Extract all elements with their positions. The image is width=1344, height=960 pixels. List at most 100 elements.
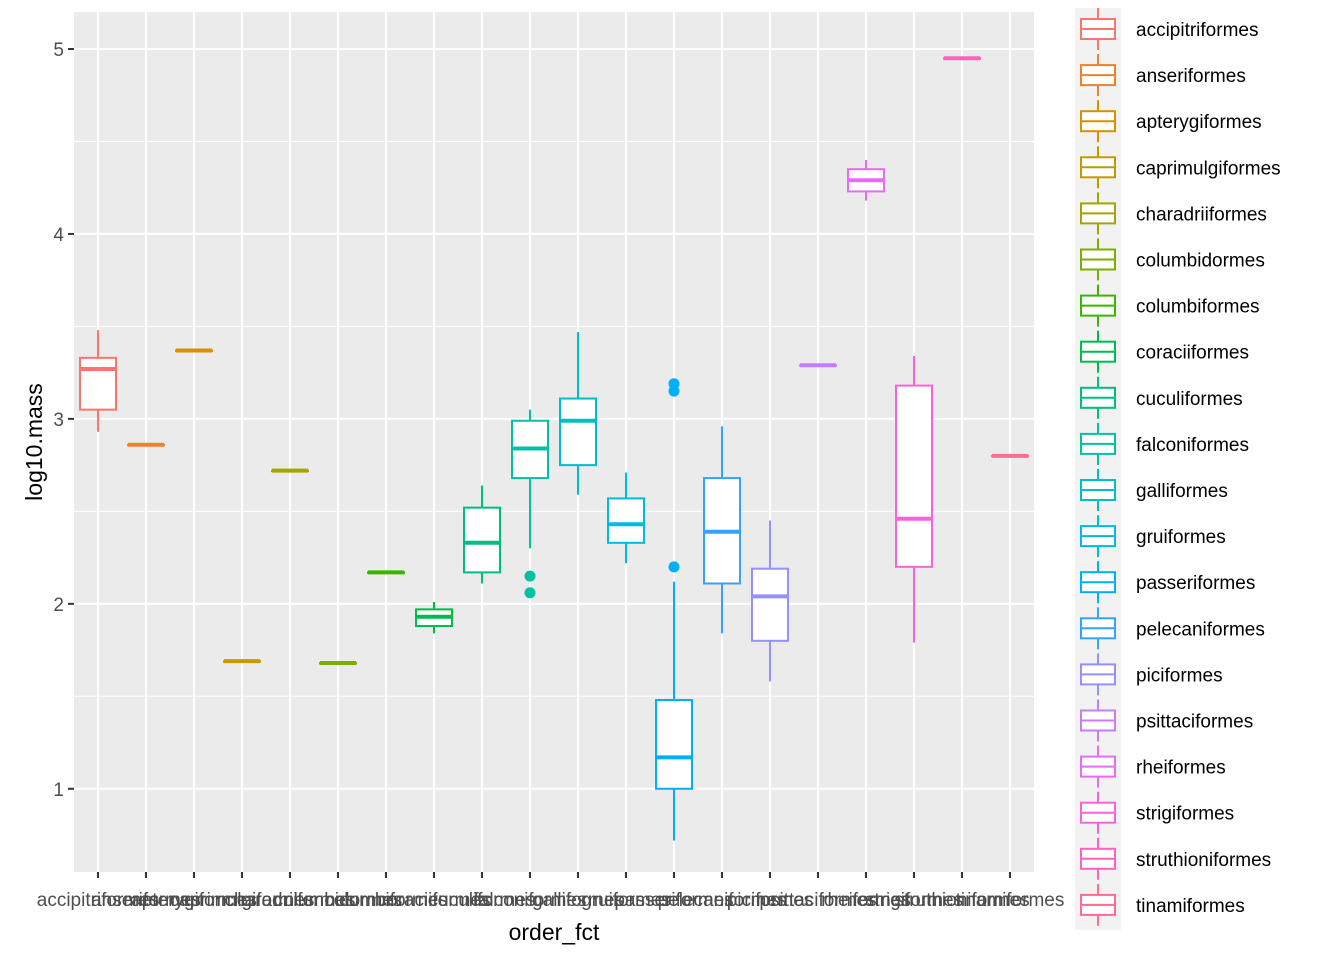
legend-label: anseriformes [1136, 66, 1246, 87]
box-iqr [607, 497, 645, 544]
x-tick-label: psittaciformes [759, 890, 876, 911]
legend-label: psittaciformes [1136, 712, 1253, 733]
legend-item-coraciiformes: coraciiformes [1080, 330, 1249, 373]
legend-label: cuculiformes [1136, 389, 1243, 410]
box-charadriiformes [271, 468, 309, 473]
box-coraciiformes [415, 601, 453, 634]
x-tick-label: strigiformes [865, 890, 963, 911]
plot-panel [74, 12, 1034, 872]
x-tick-label: piciformes [727, 890, 814, 911]
box-psittaciformes [799, 363, 837, 368]
box-passeriformes [655, 378, 693, 841]
box-iqr [655, 699, 693, 790]
x-tick-label: gruiformes [581, 890, 671, 911]
x-tick-label: apterygiformes [131, 890, 257, 911]
x-tick-label: caprimulgiformes [170, 890, 315, 911]
boxes [79, 56, 1029, 841]
legend-item-strigiformes: strigiformes [1080, 791, 1234, 834]
gridlines [74, 12, 1034, 872]
legend-item-tinamiformes: tinamiformes [1080, 883, 1245, 926]
box-falconiformes [511, 409, 549, 599]
box-strigiformes [895, 356, 933, 643]
x-axis: accipitriformesanseriformesapterygiforme… [37, 872, 1065, 911]
legend-item-cuculiformes: cuculiformes [1080, 376, 1243, 419]
legend-label: strigiformes [1136, 804, 1234, 825]
box-struthioniformes [943, 56, 981, 61]
x-tick-label: rheiformes [821, 890, 911, 911]
box-piciformes [751, 520, 789, 682]
legend-label: columbidormes [1136, 251, 1265, 272]
x-tick-label: cuculiformes [429, 890, 536, 911]
y-tick-label: 5 [53, 40, 64, 61]
legend-label: falconiformes [1136, 435, 1249, 456]
legend-label: coraciiformes [1136, 343, 1249, 364]
legend-label: rheiformes [1136, 758, 1226, 779]
outlier-point [668, 378, 680, 390]
x-tick-label: struthioniformes [894, 890, 1029, 911]
legend-label: apterygiformes [1136, 112, 1262, 133]
legend-label: columbiformes [1136, 297, 1260, 318]
x-tick-label: coraciiformes [378, 890, 491, 911]
box-caprimulgiformes [223, 659, 261, 664]
x-tick-label: passeriformes [614, 890, 733, 911]
legend-item-rheiformes: rheiformes [1080, 745, 1226, 788]
box-pelecaniformes [703, 426, 741, 634]
legend-item-struthioniformes: struthioniformes [1080, 837, 1271, 880]
outlier-point [668, 561, 680, 573]
box-tinamiformes [991, 453, 1029, 458]
x-tick-label: tinamiformes [956, 890, 1065, 911]
box-anseriformes [127, 442, 165, 447]
legend-label: galliformes [1136, 481, 1228, 502]
box-cuculiformes [463, 485, 501, 584]
x-tick-label: charadriiformes [225, 890, 356, 911]
y-tick-label: 1 [53, 780, 64, 801]
box-rheiformes [847, 159, 885, 201]
box-galliformes [559, 331, 597, 495]
x-tick-label: columbidormes [274, 890, 403, 911]
box-iqr [79, 356, 117, 411]
outlier-point [524, 587, 536, 599]
legend-item-pelecaniformes: pelecaniformes [1080, 607, 1265, 650]
x-tick-label: accipitriformes [37, 890, 159, 911]
y-tick-label: 2 [53, 595, 64, 616]
legend-label: piciformes [1136, 665, 1223, 686]
box-columbiformes [367, 570, 405, 575]
x-axis-title: order_fct [509, 919, 600, 945]
legend-item-anseriformes: anseriformes [1080, 54, 1246, 97]
legend-label: caprimulgiformes [1136, 158, 1281, 179]
x-tick-label: pelecaniformes [658, 890, 787, 911]
legend-item-galliformes: galliformes [1080, 469, 1228, 511]
box-gruiformes [607, 472, 645, 564]
legend-label: accipitriformes [1136, 20, 1258, 41]
legend-item-accipitriformes: accipitriformes [1080, 8, 1258, 50]
box-iqr [463, 506, 501, 574]
legend-item-passeriformes: passeriformes [1080, 561, 1255, 604]
legend: accipitriformes anseriformes apterygiforme… [1080, 8, 1281, 926]
legend-label: struthioniformes [1136, 850, 1271, 871]
y-axis: 1 2 3 4 5 [53, 40, 74, 801]
legend-item-columbiformes: columbiformes [1080, 284, 1260, 327]
x-tick-label: anseriformes [91, 890, 201, 911]
box-iqr [559, 397, 597, 467]
box-apterygiformes [175, 348, 213, 353]
box-accipitriformes [79, 330, 117, 432]
y-tick-label: 3 [53, 410, 64, 431]
box-iqr [895, 384, 933, 568]
legend-label: tinamiformes [1136, 896, 1245, 917]
legend-item-piciformes: piciformes [1080, 653, 1223, 696]
legend-label: pelecaniformes [1136, 619, 1265, 640]
x-tick-label: columbiformes [324, 890, 448, 911]
legend-item-caprimulgiformes: caprimulgiformes [1080, 146, 1281, 189]
legend-label: passeriformes [1136, 573, 1255, 594]
legend-item-gruiformes: gruiformes [1080, 515, 1226, 558]
legend-label: gruiformes [1136, 527, 1226, 548]
box-iqr [751, 567, 789, 642]
x-tick-label: falconiformes [474, 890, 587, 911]
x-tick-label: galliformes [532, 890, 624, 911]
legend-label: charadriiformes [1136, 204, 1267, 225]
legend-item-psittaciformes: psittaciformes [1080, 699, 1253, 742]
box-columbidormes [319, 661, 357, 666]
legend-item-charadriiformes: charadriiformes [1080, 192, 1267, 235]
legend-item-apterygiformes: apterygiformes [1080, 100, 1262, 143]
